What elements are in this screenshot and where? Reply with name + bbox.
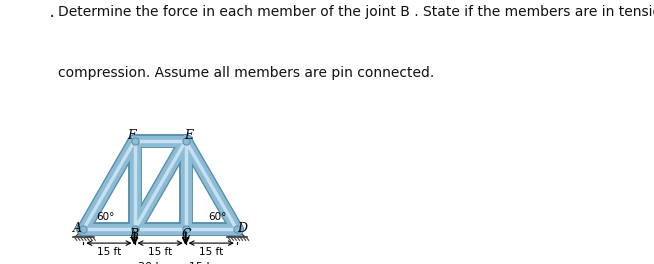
Text: 15 ft: 15 ft bbox=[97, 247, 121, 257]
Text: C: C bbox=[182, 228, 191, 241]
Text: compression. Assume all members are pin connected.: compression. Assume all members are pin … bbox=[58, 66, 434, 80]
Text: F: F bbox=[128, 129, 136, 142]
Text: Determine the force in each member of the joint B . State if the members are in : Determine the force in each member of th… bbox=[58, 5, 654, 19]
Text: D: D bbox=[237, 222, 247, 235]
Polygon shape bbox=[228, 229, 245, 237]
Text: 15 k: 15 k bbox=[189, 262, 213, 264]
Text: B: B bbox=[129, 228, 139, 241]
Text: E: E bbox=[184, 129, 193, 142]
Text: 15 ft: 15 ft bbox=[148, 247, 172, 257]
Text: 15 ft: 15 ft bbox=[199, 247, 224, 257]
Text: 60°: 60° bbox=[96, 212, 114, 222]
Text: 30 k: 30 k bbox=[138, 262, 162, 264]
Text: 60°: 60° bbox=[208, 212, 226, 222]
Text: A: A bbox=[73, 222, 82, 235]
Polygon shape bbox=[75, 229, 92, 237]
Text: ·: · bbox=[49, 8, 55, 27]
